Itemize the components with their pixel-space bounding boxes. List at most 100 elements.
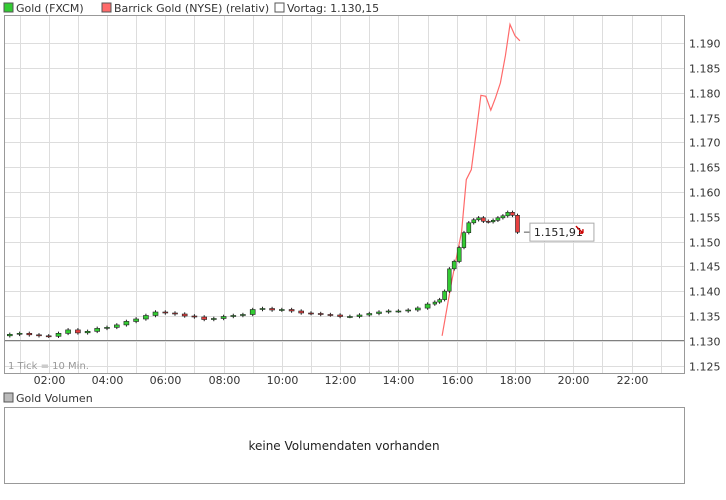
candle-up [356,314,363,317]
candle-down [298,310,305,314]
candle-up [432,301,438,305]
tick-interval-note: 1 Tick = 10 Min. [8,361,89,372]
candle-down [201,316,207,320]
candle-up [500,215,506,219]
candle-up [471,219,477,224]
candle-up [55,332,62,337]
candle-up [442,290,447,300]
candle-up [461,232,467,248]
x-tick-label: 16:00 [442,374,474,387]
candle-up [466,222,472,234]
gold-legend-swatch [3,2,14,13]
candle-up [104,327,110,329]
last-value-text: 1.151,91 [534,226,583,239]
y-tick-label: 1.185 [689,63,721,76]
candle-down [269,308,275,311]
y-tick-label: 1.145 [689,261,721,274]
candle-down [45,335,52,338]
candle-up [152,311,159,316]
candle-up [114,324,120,328]
x-tick-label: 18:00 [500,374,532,387]
candle-up [405,309,412,312]
candle-up [376,311,382,314]
barrick-series-line [441,22,521,336]
y-tick-label: 1.150 [689,237,721,250]
candle-down [36,334,42,337]
candle-up [495,217,501,221]
legend-row: Gold (FXCM) Barrick Gold (NYSE) (relativ… [3,2,379,15]
candle-up [447,268,452,292]
x-tick-label: 04:00 [92,374,124,387]
y-tick-label: 1.160 [689,187,721,200]
candle-down [172,312,178,315]
candle-up [456,247,462,262]
vortag-legend-swatch [274,2,285,13]
candle-up [366,313,373,316]
no-volume-message: keine Volumendaten vorhanden [248,439,439,453]
down-arrow-icon [575,225,584,234]
y-tick-label: 1.175 [689,113,721,126]
candle-up [143,315,149,320]
volume-legend-swatch [3,392,14,403]
candle-up [490,220,496,223]
gold-legend-label: Gold (FXCM) [16,2,84,15]
candle-down [317,313,324,315]
candle-down [327,314,334,316]
candle-up [65,329,71,334]
y-tick-label: 1.155 [689,212,721,225]
barrick-legend-label: Barrick Gold (NYSE) (relativ) [114,2,269,15]
x-tick-label: 12:00 [325,374,357,387]
candle-up [16,332,23,335]
volume-legend-label: Gold Volumen [16,392,93,405]
candle-up [133,318,139,322]
candle-down [162,311,169,314]
vortag-legend-label: Vortag: 1.130,15 [287,2,379,15]
candle-up [259,308,266,310]
y-tick-label: 1.135 [689,311,721,324]
x-tick-label: 10:00 [267,374,299,387]
candle-up [385,310,392,313]
barrick-legend-swatch [101,2,112,13]
x-tick-label: 22:00 [617,374,649,387]
y-tick-label: 1.170 [689,137,721,150]
x-tick-label: 20:00 [558,374,590,387]
candle-up [7,333,13,337]
y-tick-label: 1.190 [689,38,721,51]
candle-up [395,310,402,313]
y-axis-ticks: 1.125 1.130 1.135 1.140 1.145 1.150 1.155 1.160… [689,38,721,374]
y-tick-label: 1.165 [689,162,721,175]
candle-down [337,314,343,317]
y-tick-label: 1.125 [689,361,721,374]
volume-panel [4,407,685,484]
candle-down [75,329,81,334]
candle-up [240,314,246,316]
y-tick-label: 1.140 [689,286,721,299]
x-tick-label: 14:00 [383,374,415,387]
candle-down [510,212,515,216]
last-value-callout: 1.151,91 [523,222,595,242]
candle-down [485,221,491,223]
gold-candles [7,210,520,338]
candle-down [288,309,295,312]
candle-down [26,332,33,336]
candle-down [515,215,520,233]
candle-down [191,315,198,318]
candle-up [414,307,421,311]
candle-up [123,321,130,326]
candle-up [278,309,285,311]
candle-down [308,312,314,315]
y-tick-label: 1.180 [689,88,721,101]
x-tick-label: 02:00 [34,374,66,387]
candle-up [249,309,256,315]
candle-down [481,217,486,222]
candle-up [211,318,217,320]
y-tick-label: 1.130 [689,336,721,349]
candle-down [181,313,188,317]
candle-up [476,217,481,221]
x-tick-label: 06:00 [150,374,182,387]
x-tick-label: 08:00 [209,374,241,387]
candle-up [437,299,443,303]
candle-up [505,212,510,217]
x-axis-ticks: 02:00 04:00 06:00 08:00 10:00 12:00 14:00 16:00… [34,374,649,387]
candle-up [230,315,237,317]
